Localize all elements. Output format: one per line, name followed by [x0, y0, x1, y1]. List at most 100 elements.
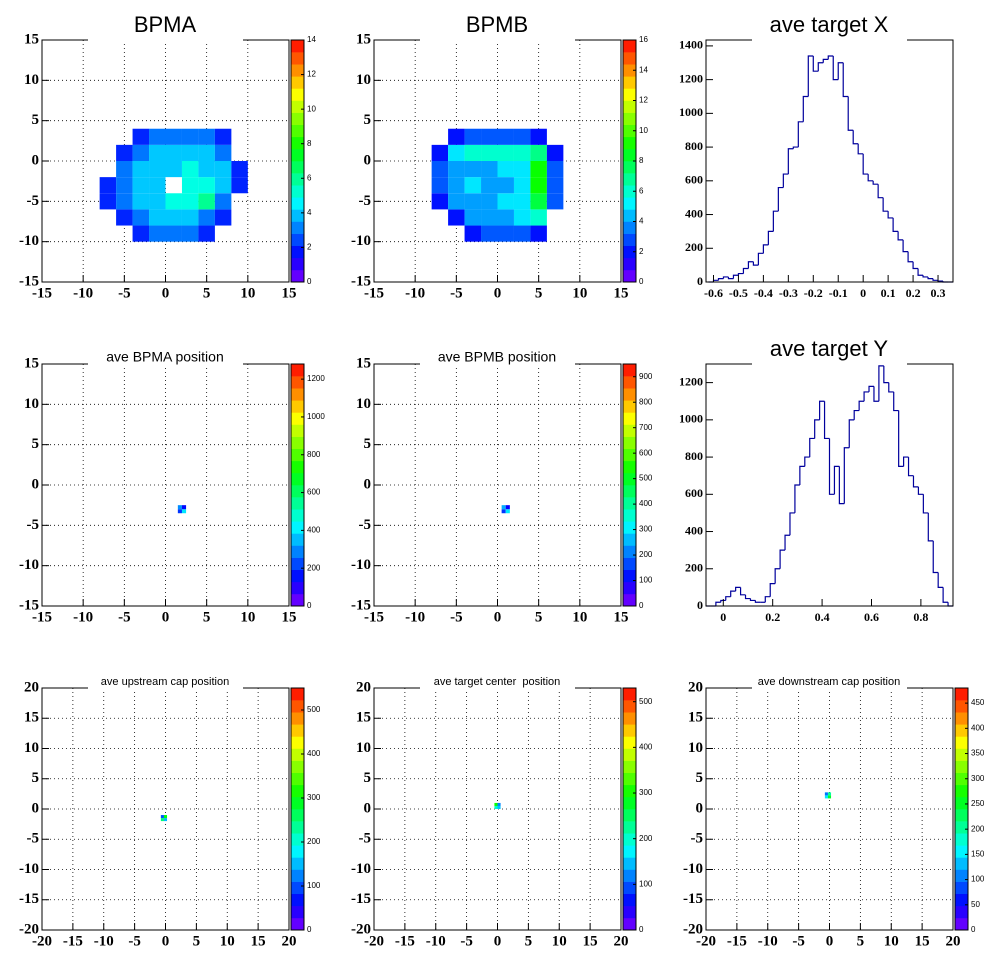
heatmap-cell: [116, 193, 133, 210]
y-tick-label: -10: [19, 861, 39, 877]
y-tick-label: -15: [19, 273, 39, 289]
heatmap-cell: [165, 161, 182, 178]
palette-frame: [290, 39, 305, 283]
y-tick-label: 15: [356, 710, 371, 726]
heatmap-cell: [497, 128, 514, 145]
heatmap-cell: [464, 144, 482, 161]
x-tick-label: -15: [63, 933, 83, 949]
histogram-bin: [917, 486, 924, 495]
palette-tick-label: 400: [639, 742, 653, 751]
heatmap-cell: [149, 225, 166, 242]
x-tick-label: -0.6: [704, 286, 723, 300]
palette-band: [291, 905, 304, 919]
heatmap-cell: [530, 225, 547, 242]
y-tick-label: -15: [351, 891, 371, 907]
histogram-bin: [792, 146, 799, 149]
histogram-bin: [912, 475, 919, 488]
histogram-bin: [868, 385, 874, 392]
y-tick-label: 1400: [679, 38, 703, 52]
y-tick-label: 1200: [679, 71, 703, 85]
y-tick-label: 15: [356, 355, 371, 371]
palette-tick-label: 8: [639, 156, 644, 165]
x-tick-label: -5: [118, 609, 131, 625]
palette-band: [623, 593, 636, 607]
heatmap-cell: [431, 144, 449, 161]
x-tick-label: -10: [73, 609, 93, 625]
histogram-bin: [797, 121, 804, 148]
heatmap-cell: [824, 795, 828, 799]
palette-band: [623, 857, 636, 870]
palette-frame: [622, 363, 637, 607]
palette-tick-label: 300: [307, 793, 321, 802]
heatmap-cell: [513, 193, 531, 210]
heatmap-cell: [448, 193, 465, 210]
palette-band: [623, 364, 636, 377]
heatmap-cell: [448, 161, 465, 178]
x-tick-label: -20: [32, 933, 52, 949]
palette-tick-label: 0: [971, 925, 976, 934]
palette-tick-label: 600: [307, 488, 321, 497]
heatmap-cell: [116, 209, 133, 226]
palette-band: [623, 833, 636, 846]
palette-band: [623, 772, 636, 786]
y-tick-label: 600: [685, 173, 703, 187]
palette-band: [291, 796, 304, 810]
heatmap-cell: [165, 225, 182, 242]
heatmap-cell: [431, 161, 449, 178]
palette-band: [291, 52, 304, 65]
heatmap-cell: [824, 792, 828, 796]
x-tick-label: 0.4: [815, 610, 830, 624]
palette-band: [623, 400, 636, 413]
x-tick-label: 0.1: [881, 286, 896, 300]
palette-frame: [290, 363, 305, 607]
y-tick-label: -10: [351, 861, 371, 877]
histogram-bin: [827, 55, 834, 60]
palette-tick-label: 1000: [307, 412, 325, 421]
heatmap-cell: [530, 177, 547, 194]
heatmap-cell: [214, 161, 232, 178]
title-box: [88, 6, 243, 41]
y-tick-label: -20: [683, 921, 703, 937]
heatmap-cell: [448, 209, 465, 226]
panel: 0 2 4 6 8 10 12 14 -15 -10 -5 0 5 10 15 -15 -10 -5 0 5 10 15 B…: [19, 6, 316, 301]
palette-band: [955, 712, 968, 725]
palette-tick-label: 100: [971, 875, 985, 884]
palette-band: [291, 209, 304, 222]
title-box: [420, 654, 575, 689]
histogram-bin: [932, 278, 939, 281]
palette-tick-label: 0: [307, 277, 312, 286]
x-tick-label: 20: [946, 933, 961, 949]
histogram-bin: [772, 210, 779, 232]
palette-tick-label: 14: [639, 65, 648, 74]
palette-band: [623, 712, 636, 725]
x-tick-label: -20: [696, 933, 716, 949]
x-tick-label: 0.6: [864, 610, 879, 624]
palette-band: [291, 148, 304, 162]
x-tick-label: 15: [915, 933, 930, 949]
histogram-bin: [873, 386, 879, 402]
x-tick-label: 5: [525, 933, 533, 949]
palette-band: [623, 460, 636, 474]
histogram-bin: [942, 587, 949, 603]
palette-band: [623, 76, 636, 89]
histogram-bin: [828, 438, 835, 495]
histogram-bin: [809, 437, 815, 458]
histogram-bin: [757, 252, 764, 266]
palette-band: [291, 124, 304, 138]
histogram-bin: [749, 598, 756, 602]
y-tick-label: -20: [19, 921, 39, 937]
heatmap-cell: [214, 177, 232, 194]
y-tick-label: 1000: [679, 105, 703, 119]
palette-band: [623, 124, 636, 138]
y-tick-label: -15: [351, 273, 371, 289]
heatmap-cell: [198, 128, 215, 145]
palette-band: [291, 833, 304, 846]
heatmap-cell: [132, 193, 150, 210]
x-tick-label: 20: [614, 933, 629, 949]
palette-band: [623, 748, 636, 761]
y-tick-label: -10: [19, 233, 39, 249]
palette-band: [291, 881, 304, 894]
histogram-bin: [838, 466, 845, 505]
heatmap-cell: [481, 144, 498, 161]
